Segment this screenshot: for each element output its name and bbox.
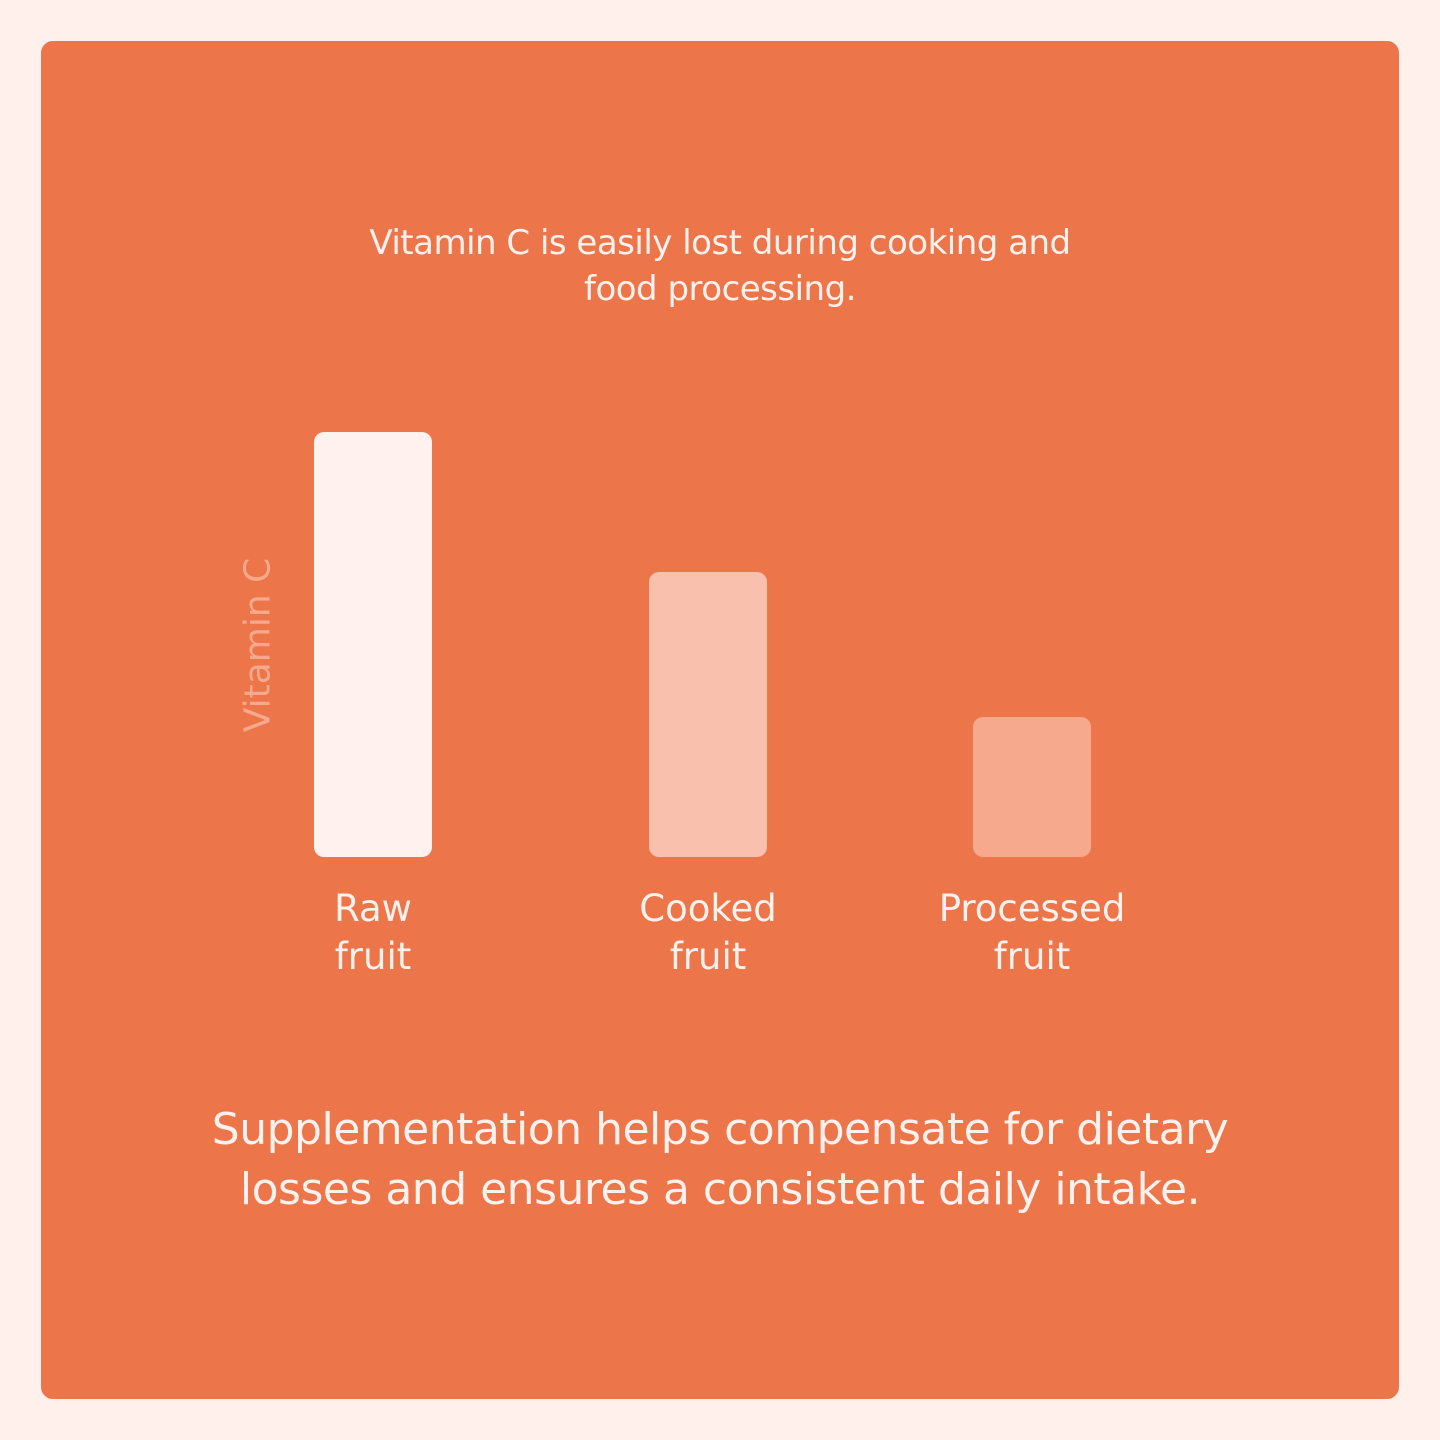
x-tick-label: Raw fruit (334, 887, 412, 978)
bar (973, 716, 1091, 857)
bar (314, 432, 432, 857)
x-tick-label: Processed fruit (938, 887, 1126, 978)
chart-title: Vitamin C is easily lost during cooking … (369, 223, 1071, 309)
bar (649, 572, 767, 857)
x-tick-label: Cooked fruit (639, 887, 777, 978)
caption: Supplementation helps compensate for die… (211, 1104, 1229, 1215)
y-axis-label: Vitamin C (237, 557, 279, 733)
